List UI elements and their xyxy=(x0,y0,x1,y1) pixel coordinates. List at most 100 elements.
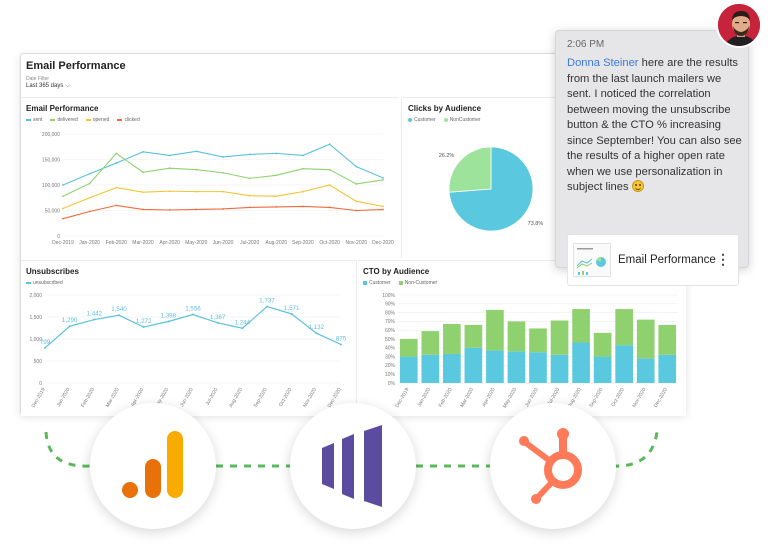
x-tick-label: Feb-2020 xyxy=(438,387,454,409)
vertical-ellipsis-icon[interactable]: ⋮ xyxy=(716,251,730,267)
chevron-down-icon: ⌵ xyxy=(65,83,70,89)
marketo-icon xyxy=(322,425,382,507)
data-point xyxy=(328,206,331,209)
x-tick-label: Oct-2020 xyxy=(319,240,340,246)
legend-item-opened: opened xyxy=(85,117,109,123)
legend-label: NonCustomer xyxy=(449,117,481,123)
legend-item-customer: Customer xyxy=(363,280,391,286)
email-performance-chart: 0 50,000 100,000 150,000 200,000 Dec-2019 Jan-… xyxy=(42,132,394,246)
data-point xyxy=(62,207,64,210)
data-point xyxy=(115,162,118,164)
data-point xyxy=(118,314,120,317)
data-point xyxy=(222,190,224,193)
google-analytics-logo[interactable] xyxy=(90,403,216,529)
data-point xyxy=(275,195,278,198)
data-point xyxy=(195,150,198,153)
legend-swatch xyxy=(26,282,31,284)
data-point xyxy=(315,332,318,335)
marketo-logo[interactable] xyxy=(290,403,416,529)
data-point xyxy=(355,200,358,203)
y-tick-label: 30% xyxy=(385,354,396,360)
legend-label: unsubscribed xyxy=(33,280,63,286)
y-tick-label: 50,000 xyxy=(45,208,61,214)
user-avatar[interactable] xyxy=(716,2,762,48)
bar-segment-non-customer xyxy=(399,339,418,357)
y-tick-label: 10% xyxy=(385,372,396,378)
legend-label: sent xyxy=(33,117,43,123)
bar-segment-customer xyxy=(658,354,677,383)
attachment-title: Email Performance xyxy=(618,254,716,266)
data-point xyxy=(142,326,145,329)
bar-segment-non-customer xyxy=(550,320,569,355)
data-point xyxy=(328,168,331,171)
data-point xyxy=(266,305,268,308)
data-point xyxy=(355,209,358,212)
y-tick-label: 0% xyxy=(388,381,396,387)
data-point xyxy=(302,167,304,170)
legend-item-noncustomer: NonCustomer xyxy=(443,117,481,123)
data-label: 1,442 xyxy=(87,311,103,318)
bar-segment-customer xyxy=(550,354,569,383)
data-point xyxy=(382,176,384,179)
data-label: 799 xyxy=(40,339,51,346)
data-point xyxy=(142,208,144,211)
x-tick-label: Jan-2020 xyxy=(56,387,72,408)
unsubscribes-title: Unsubscribes xyxy=(26,267,79,276)
data-point xyxy=(275,174,278,177)
y-tick-label: 20% xyxy=(385,363,396,369)
data-point xyxy=(142,171,144,174)
data-point xyxy=(88,182,91,185)
bar-segment-customer xyxy=(593,356,612,383)
cto-stacked-bar-chart: 0%10%20%30%40%50%60%70%80%90%100%Dec-201… xyxy=(382,293,678,409)
legend-label: clicked xyxy=(124,117,140,123)
legend-swatch xyxy=(117,119,123,121)
y-tick-label: 200,000 xyxy=(42,132,60,138)
data-point xyxy=(62,184,64,186)
date-filter-select[interactable]: Last 365 days ⌵ xyxy=(26,83,70,90)
bar-segment-customer xyxy=(443,353,461,383)
bar-segment-non-customer xyxy=(421,331,440,355)
data-point xyxy=(62,195,64,198)
data-point xyxy=(248,177,251,180)
data-point xyxy=(222,208,224,210)
y-tick-label: 80% xyxy=(385,310,396,316)
y-tick-label: 100,000 xyxy=(42,183,60,189)
bar-segment-non-customer xyxy=(658,324,677,355)
data-point xyxy=(88,210,91,213)
legend-swatch xyxy=(363,281,367,285)
data-point xyxy=(115,204,118,207)
data-point xyxy=(382,179,384,181)
bar-segment-non-customer xyxy=(464,324,483,348)
data-point xyxy=(88,172,91,175)
data-point xyxy=(355,165,358,168)
legend-item-clicked: clicked xyxy=(117,117,140,123)
y-tick-label: 150,000 xyxy=(42,157,60,163)
user-mention[interactable]: Donna Steiner xyxy=(567,57,639,69)
x-tick-label: Nov-2020 xyxy=(345,240,367,246)
clicks-by-audience-title: Clicks by Audience xyxy=(408,104,482,113)
data-point xyxy=(68,325,71,328)
data-point xyxy=(241,327,244,330)
bar-segment-customer xyxy=(507,351,526,383)
panel-divider xyxy=(356,260,357,416)
date-filter-value: Last 365 days xyxy=(26,83,64,89)
unsubscribes-legend: unsubscribed xyxy=(26,280,63,286)
x-tick-label: Mar-2020 xyxy=(459,387,475,409)
date-filter-label: Date Filter xyxy=(26,76,50,82)
x-tick-label: Feb-2020 xyxy=(106,240,128,246)
attachment-card[interactable]: Email Performance ⋮ xyxy=(567,234,739,286)
x-tick-label: Aug-2020 xyxy=(265,240,287,246)
y-tick-label: 50% xyxy=(385,337,396,343)
bar-segment-customer xyxy=(421,354,440,383)
bar-segment-customer xyxy=(529,352,547,383)
y-tick-label: 2,000 xyxy=(29,293,42,299)
cto-legend: Customer Non-Customer xyxy=(363,280,437,286)
bar-segment-non-customer xyxy=(443,324,461,354)
message-text: here are the results from the last launc… xyxy=(567,57,742,193)
data-point xyxy=(168,190,171,193)
email-performance-title: Email Performance xyxy=(26,104,99,113)
hubspot-logo[interactable] xyxy=(490,403,616,529)
data-label: 1,737 xyxy=(259,298,275,305)
x-tick-label: Dec-2020 xyxy=(372,240,394,246)
